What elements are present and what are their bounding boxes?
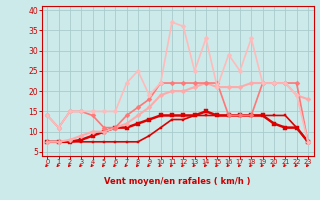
- X-axis label: Vent moyen/en rafales ( km/h ): Vent moyen/en rafales ( km/h ): [104, 177, 251, 186]
